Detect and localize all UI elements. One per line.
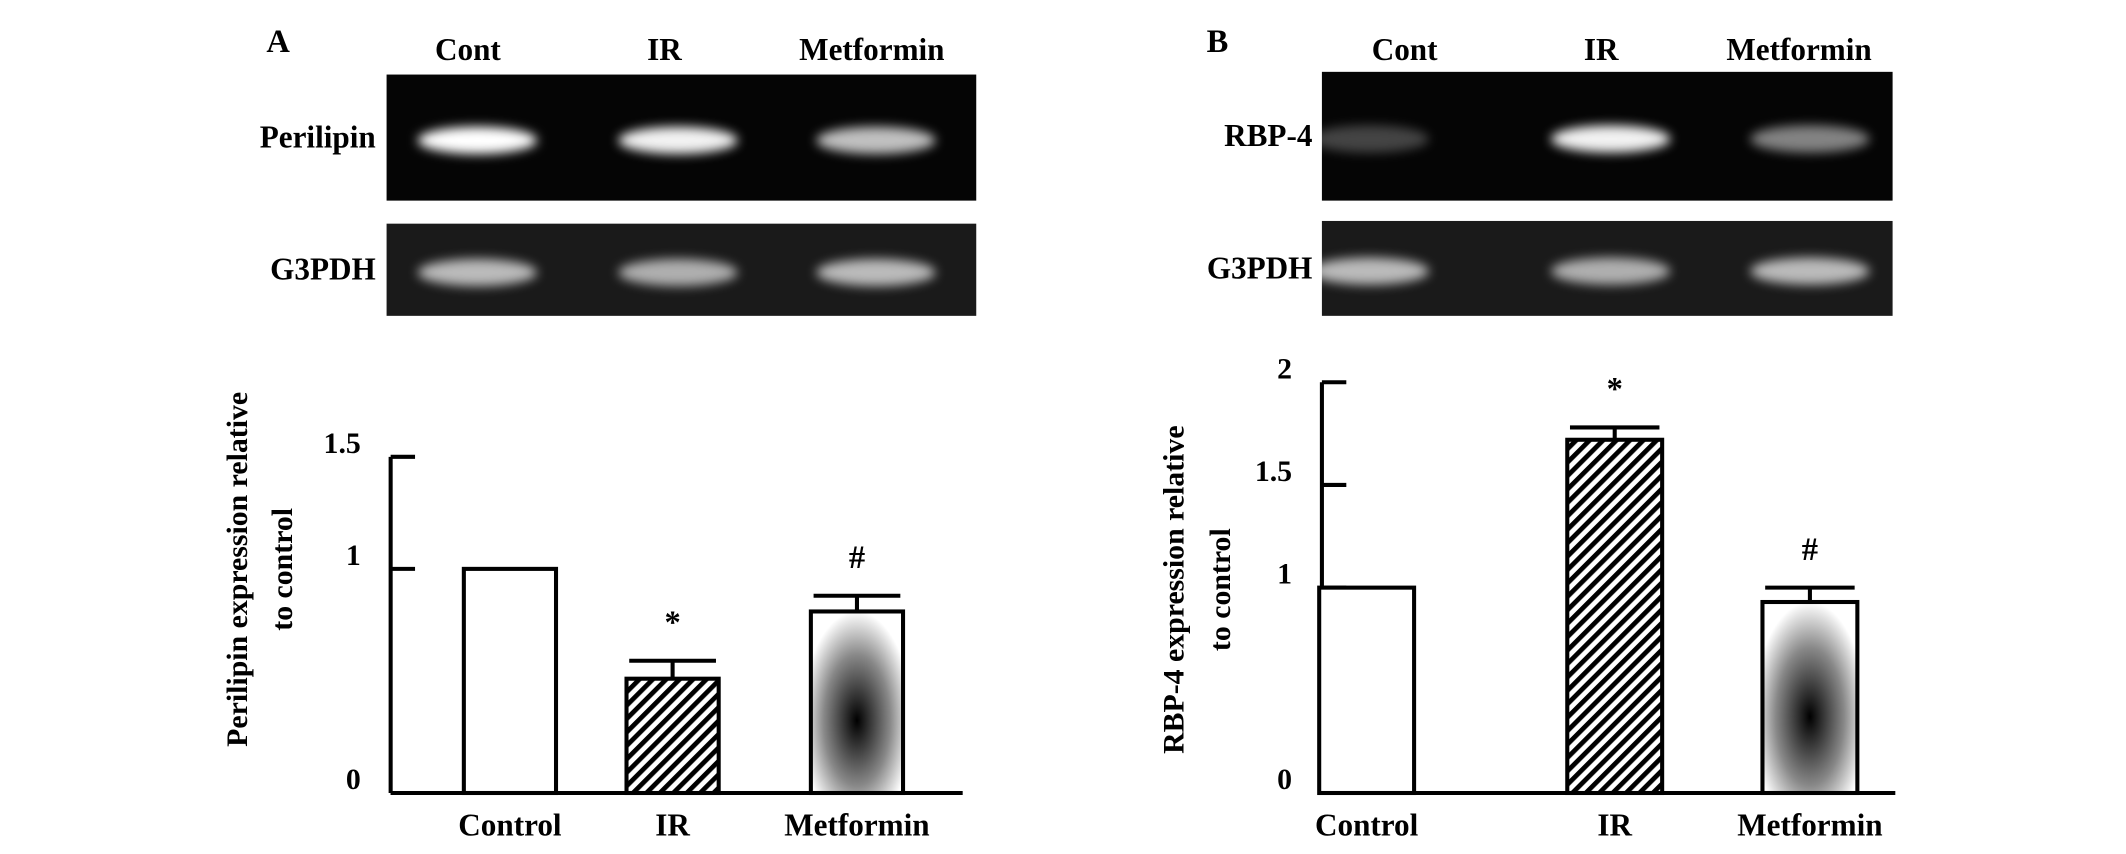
gel-band — [417, 258, 538, 287]
gel-band — [1551, 125, 1671, 153]
bar — [1565, 437, 1665, 796]
x-tick-label: Control — [1315, 807, 1419, 842]
significance-mark: # — [1802, 532, 1818, 568]
y-tick-label: 0 — [346, 763, 361, 796]
gel-row-label: G3PDH — [1207, 250, 1313, 285]
gel-band — [1309, 257, 1429, 285]
bar — [1760, 599, 1860, 796]
gel-row-label: RBP-4 — [1224, 118, 1312, 153]
gel-band — [1750, 125, 1870, 153]
y-tick-label: 1.5 — [1255, 455, 1292, 488]
y-axis-label: Perilipin expression relative — [221, 392, 254, 747]
significance-mark: * — [664, 605, 680, 641]
lane-label: Cont — [435, 32, 501, 67]
significance-mark: * — [1607, 372, 1623, 408]
bar — [808, 609, 906, 796]
y-tick-label: 1 — [346, 539, 361, 572]
panel-label: B — [1207, 24, 1229, 60]
x-tick-label: Metformin — [784, 807, 929, 842]
x-tick-label: Metformin — [1737, 807, 1882, 842]
bar — [1317, 585, 1417, 796]
panel-label: A — [266, 24, 290, 60]
y-tick-label: 0 — [1277, 763, 1292, 796]
y-axis-label: RBP-4 expression relative — [1158, 425, 1191, 753]
gel-band — [1309, 125, 1429, 153]
y-tick-label: 1 — [1277, 558, 1292, 591]
lane-label: Metformin — [1726, 32, 1871, 67]
y-axis-label: to control — [1204, 528, 1237, 651]
gel-band — [816, 258, 936, 287]
lane-label: IR — [1584, 32, 1619, 67]
gel-band — [618, 258, 738, 287]
y-axis-label: to control — [266, 508, 299, 631]
gel-row-label: G3PDH — [270, 252, 376, 287]
y-tick-label: 1.5 — [324, 427, 361, 460]
gel-band — [1551, 257, 1671, 285]
gel-band — [618, 126, 738, 154]
gel-row-label: Perilipin — [260, 119, 376, 154]
bar — [461, 566, 559, 796]
x-tick-label: IR — [655, 807, 690, 842]
lane-label: Metformin — [799, 32, 944, 67]
bar — [624, 676, 721, 796]
lane-label: IR — [647, 32, 682, 67]
lane-label: Cont — [1372, 32, 1438, 67]
x-tick-label: Control — [458, 807, 562, 842]
gel-band — [816, 126, 936, 154]
y-tick-label: 2 — [1277, 352, 1292, 385]
significance-mark: # — [849, 540, 865, 576]
x-tick-label: IR — [1597, 807, 1632, 842]
gel-band — [417, 126, 538, 154]
gel-band — [1750, 257, 1870, 285]
